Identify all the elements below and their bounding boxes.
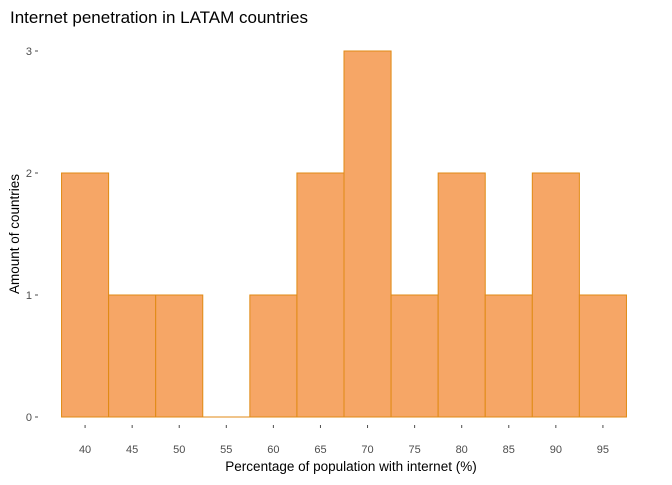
x-axis: 40 45 50 55 60 65 70 75 80 85 90 95: [79, 425, 609, 456]
y-tick-label: 0: [26, 412, 32, 424]
histogram-bar: [484, 294, 533, 418]
x-tick-label: 75: [408, 444, 420, 456]
histogram-bar: [296, 172, 345, 418]
chart-title: Internet penetration in LATAM countries: [10, 8, 308, 27]
x-tick-label: 40: [79, 444, 91, 456]
histogram-bar: [249, 294, 298, 418]
histogram-bar: [155, 294, 204, 418]
y-tick-label: 2: [26, 168, 32, 180]
bars-layer: [61, 50, 627, 418]
histogram-bar: [578, 294, 627, 418]
x-tick-label: 95: [597, 444, 609, 456]
x-tick-label: 55: [220, 444, 232, 456]
histogram-bar: [61, 172, 110, 418]
y-axis: 0 1 2 3: [26, 46, 38, 424]
x-tick-label: 65: [314, 444, 326, 456]
y-axis-title: Amount of countries: [7, 174, 22, 294]
x-tick-label: 70: [361, 444, 373, 456]
histogram-bar: [108, 294, 157, 418]
x-tick-label: 90: [550, 444, 562, 456]
histogram-bar: [437, 172, 486, 418]
histogram-bar: [531, 172, 580, 418]
x-tick-label: 50: [173, 444, 185, 456]
x-tick-label: 80: [456, 444, 468, 456]
y-tick-label: 3: [26, 46, 32, 58]
histogram-bar: [390, 294, 439, 418]
x-tick-label: 45: [126, 444, 138, 456]
x-axis-title: Percentage of population with internet (…: [225, 459, 476, 474]
histogram-bar: [343, 50, 392, 418]
y-tick-label: 1: [26, 290, 32, 302]
x-tick-label: 60: [267, 444, 279, 456]
x-tick-label: 85: [503, 444, 515, 456]
